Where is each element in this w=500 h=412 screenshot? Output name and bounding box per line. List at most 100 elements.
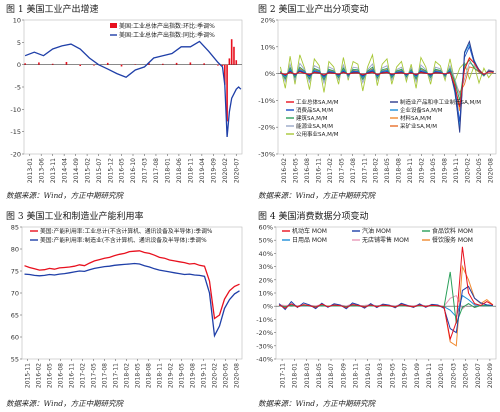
chart-svg: -20 -15 -10 -5 0 5 10 2013-01 2013-06 2013-11 2014…	[10, 17, 243, 183]
x-tick-label: 2017-11	[279, 363, 286, 388]
bar	[233, 46, 235, 65]
x-tick-label: 2015-11	[25, 363, 32, 388]
x-tick-label: 2016-10	[130, 158, 137, 183]
bar	[106, 62, 109, 65]
x-tick-label: 2019-03	[377, 363, 384, 388]
bar	[93, 64, 95, 66]
legend-swatch	[110, 23, 117, 28]
chart-panel-3: 图 3 美国工业和制造业产能利用率 55 60 65 70 75 80 85 2015-11 2…	[0, 207, 248, 412]
y-tick-label: 0%	[265, 70, 275, 78]
x-tick-label: 2013-06	[38, 158, 45, 183]
bar	[223, 64, 226, 85]
bar	[228, 58, 231, 65]
x-tick-label: 2016-02	[281, 158, 288, 183]
x-tick-label: 2013-01	[27, 158, 34, 183]
x-tick-label: 2017-05	[91, 363, 98, 388]
chart-source: 数据来源：Wind，方正中期研究院	[6, 399, 124, 408]
x-tick-label: 2020-02	[465, 158, 472, 183]
chart-svg: 60% 50% 40% 30% 20% 10% 0% -10% -20% -30% -40% 2017…	[256, 224, 497, 388]
bar	[24, 63, 26, 65]
x-tick-label: 2018-07	[328, 363, 335, 388]
series-line	[280, 59, 494, 101]
bar	[175, 62, 178, 65]
y-tick-label: 55	[11, 356, 19, 364]
y-tick-label: 60	[11, 334, 19, 342]
bar	[221, 64, 224, 67]
y-tick-label: -20	[10, 151, 21, 159]
legend-label: 企业设备SA,M/M	[400, 106, 443, 114]
legend-label: 餐饮服务 MOM	[432, 236, 473, 244]
legend-label: 建筑SA,M/M	[296, 114, 328, 122]
x-tick-label: 2019-08	[442, 158, 449, 183]
x-tick-label: 2016-08	[58, 363, 65, 388]
y-tick-label: -30%	[256, 342, 273, 350]
y-tick-label: -10%	[258, 97, 275, 105]
legend-label: 汽油 MOM	[362, 227, 391, 235]
x-tick-label: 2018-01	[165, 158, 172, 183]
y-tick-label: -40%	[256, 356, 273, 364]
bar	[38, 62, 40, 65]
y-tick-label: 70	[11, 290, 19, 298]
legend-label: 材料SA,M/M	[400, 114, 432, 122]
x-tick-label: 2013-11	[50, 158, 57, 183]
x-tick-label: 2020-03	[450, 363, 457, 388]
x-tick-label: 2019-11	[201, 363, 208, 388]
x-tick-label: 2019-07	[402, 363, 409, 388]
x-tick-label: 2020-07	[475, 363, 482, 388]
x-tick-label: 2017-03	[142, 158, 149, 183]
series-line	[278, 246, 494, 342]
legend-label: 机动车 MOM	[292, 227, 327, 235]
x-tick-label: 2019-09	[211, 158, 218, 183]
x-tick-label: 2020-09	[487, 363, 494, 388]
series-line	[280, 45, 494, 122]
x-tick-label: 2019-01	[365, 363, 372, 388]
legend-label: 食品饮料 MOM	[432, 227, 473, 235]
x-tick-label: 2019-05	[389, 363, 396, 388]
x-tick-label: 2016-05	[119, 158, 126, 183]
series-line	[24, 262, 240, 338]
x-tick-label: 2017-08	[153, 158, 160, 183]
x-tick-label: 2019-11	[426, 363, 433, 388]
x-tick-label: 2017-02	[327, 158, 334, 183]
x-tick-label: 2018-06	[176, 158, 183, 183]
y-tick-label: 5	[17, 39, 21, 47]
legend-label: 采矿业SA,M/M	[400, 122, 437, 130]
legend-label: 无店铺零售 MOM	[362, 236, 409, 244]
bar	[79, 64, 82, 67]
legend-label: 美国:工业总体产出指数:同比:季调%	[119, 31, 215, 39]
series-line	[279, 62, 494, 97]
x-tick-label: 2019-05	[430, 158, 437, 183]
bar	[148, 63, 150, 65]
x-tick-label: 2017-08	[102, 363, 109, 388]
x-tick-label: 2019-02	[168, 363, 175, 388]
x-tick-label: 2018-09	[340, 363, 347, 388]
plot-area	[23, 19, 243, 155]
chart-title: 图 1 美国工业产出增速	[6, 5, 99, 15]
x-tick-label: 2020-05	[223, 363, 230, 388]
x-tick-label: 2015-07	[96, 158, 103, 183]
x-tick-label: 2018-05	[316, 363, 323, 388]
x-tick-label: 2020-07	[233, 158, 240, 183]
bar	[189, 62, 192, 65]
x-tick-label: 2018-11	[407, 158, 414, 183]
x-tick-label: 2020-02	[222, 158, 229, 183]
x-tick-label: 2018-05	[135, 363, 142, 388]
x-tick-label: 2016-08	[304, 158, 311, 183]
bar	[203, 63, 205, 65]
y-tick-label: -10	[10, 106, 21, 114]
y-tick-label: 10%	[259, 290, 273, 298]
chart-panel-1: 图 1 美国工业产出增速 -20 -15 -10 -5 0 5 10 2013-01 2013-…	[0, 0, 248, 205]
y-tick-label: 0	[17, 61, 21, 69]
y-tick-label: -15	[10, 128, 21, 136]
x-tick-label: 2019-09	[414, 363, 421, 388]
x-tick-label: 2018-08	[396, 158, 403, 183]
y-tick-label: 20%	[261, 17, 275, 25]
chart-panel-2: 图 2 美国工业产出分项变动 20% 10% 0% -10% -20% -30% 2016-…	[252, 0, 500, 205]
bar	[120, 64, 123, 67]
x-tick-label: 2019-02	[419, 158, 426, 183]
x-tick-label: 2020-08	[234, 363, 241, 388]
y-tick-label: 0%	[263, 303, 273, 311]
x-tick-label: 2018-11	[188, 158, 195, 183]
y-tick-label: -30%	[258, 151, 275, 159]
x-tick-label: 2018-02	[373, 158, 380, 183]
